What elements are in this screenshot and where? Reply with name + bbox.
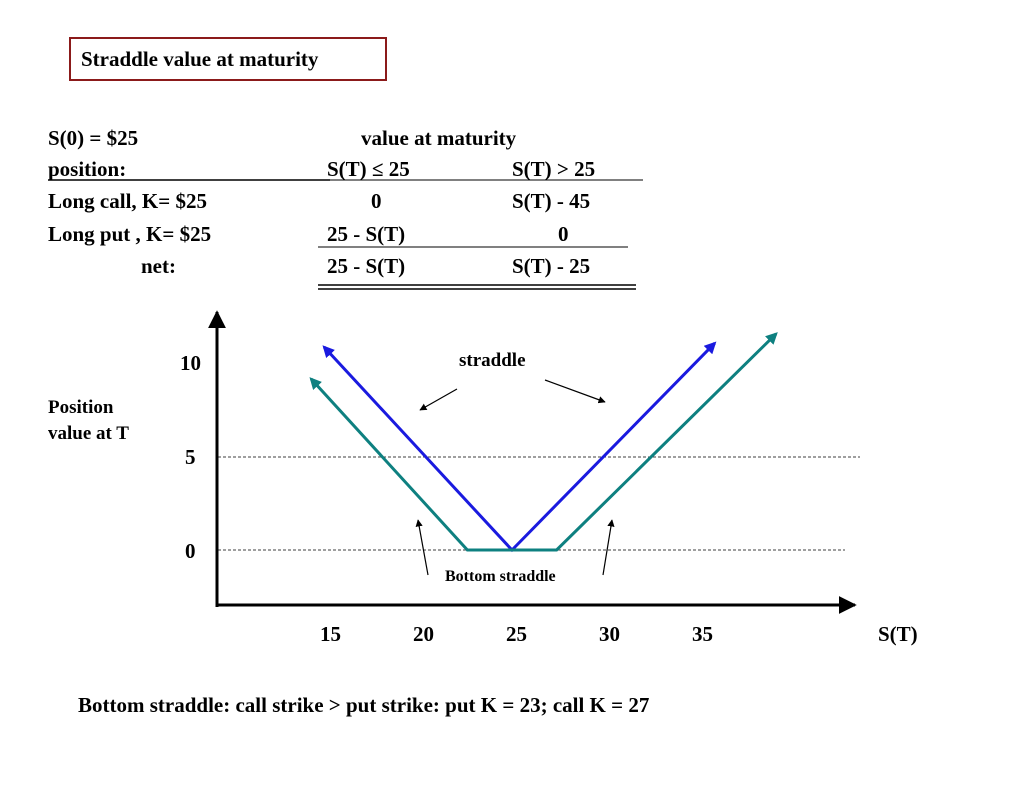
x-tick-35: 35 — [692, 622, 713, 646]
row-long-put-label: Long put , K= $25 — [48, 222, 212, 246]
page-title: Straddle value at maturity — [69, 37, 387, 81]
bottom-straddle-arrow-left — [415, 519, 429, 576]
x-axis-label: S(T) — [878, 622, 918, 646]
col2-header: S(T) > 25 — [512, 157, 596, 181]
s0-label: S(0) = $25 — [48, 126, 139, 150]
x-tick-30: 30 — [599, 622, 620, 646]
footer-note: Bottom straddle: call strike > put strik… — [78, 693, 650, 717]
straddle-arrow-right — [544, 379, 606, 404]
straddle-line — [322, 341, 717, 553]
net-c1: 25 - S(T) — [327, 254, 406, 278]
position-label: position: — [48, 157, 127, 181]
x-tick-15: 15 — [320, 622, 341, 646]
y-axis-label-line2: value at T — [48, 423, 129, 444]
straddle-arrow-left — [419, 388, 458, 411]
row-long-put-c1: 25 - S(T) — [327, 222, 406, 246]
annotation-bottom-straddle: Bottom straddle — [445, 568, 556, 585]
y-tick-10: 10 — [180, 351, 201, 375]
row-long-call-c1: 0 — [371, 189, 382, 213]
net-label: net: — [141, 254, 176, 278]
y-axis-label-line1: Position — [48, 397, 114, 418]
row-long-call-label: Long call, K= $25 — [48, 189, 207, 213]
value-at-maturity-header: value at maturity — [361, 126, 517, 150]
x-tick-20: 20 — [413, 622, 434, 646]
x-tick-25: 25 — [506, 622, 527, 646]
net-c2: S(T) - 25 — [512, 254, 591, 278]
bottom-straddle-arrow-right — [602, 519, 615, 576]
bottom-straddle-line — [309, 332, 778, 552]
y-tick-0: 0 — [185, 539, 196, 563]
y-tick-5: 5 — [185, 445, 196, 469]
row-long-put-c2: 0 — [558, 222, 569, 246]
row-long-call-c2: S(T) - 45 — [512, 189, 591, 213]
col1-header: S(T) ≤ 25 — [327, 157, 410, 181]
